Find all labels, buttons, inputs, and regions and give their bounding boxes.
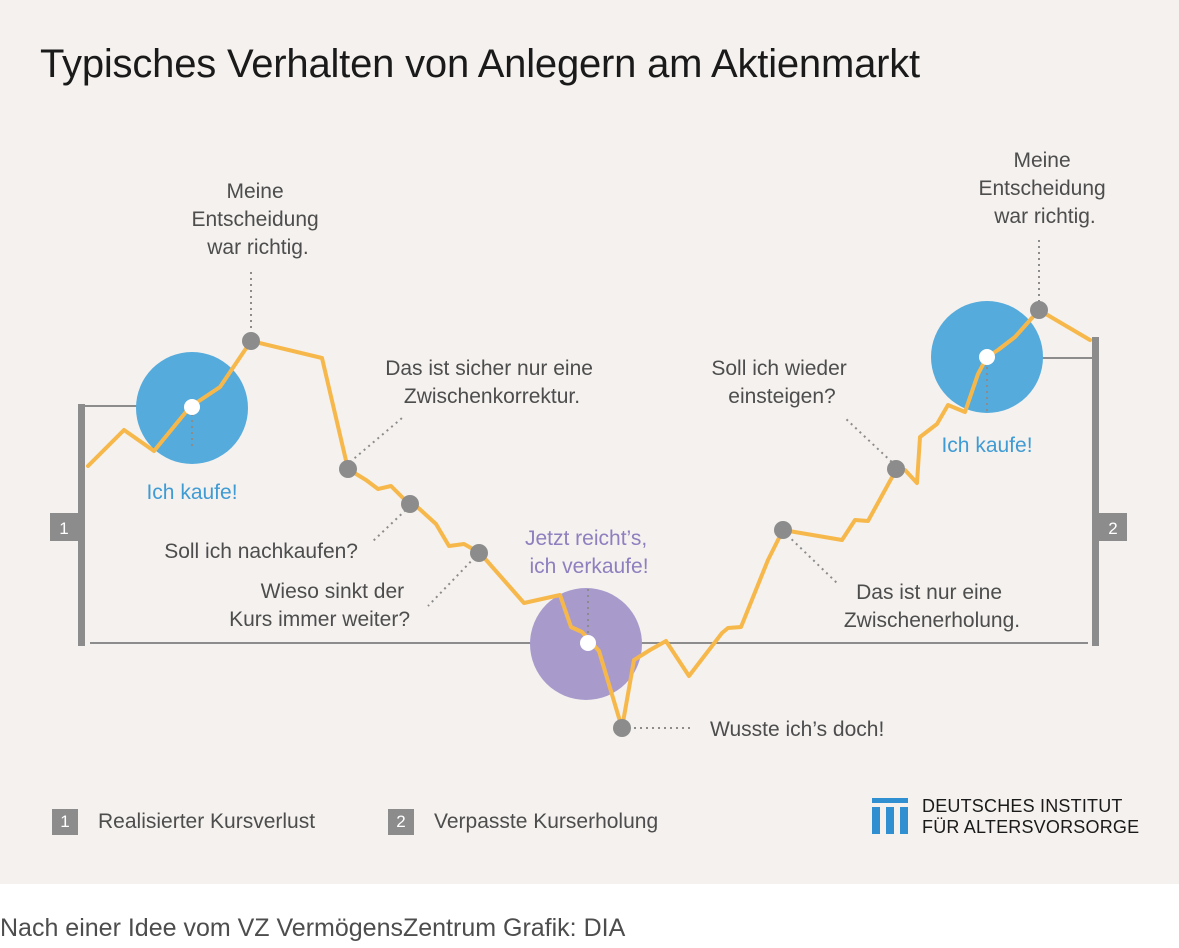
legend-item-realized-loss: 1 Realisierter Kursverlust <box>52 808 315 836</box>
leader-lines <box>191 240 1040 729</box>
source-credit: Nach einer Idee vom VZ VermögensZentrum … <box>0 914 626 942</box>
logo-line-1: DEUTSCHES INSTITUT <box>922 796 1123 816</box>
page-title: Typisches Verhalten von Anlegern am Akti… <box>40 42 920 86</box>
investor-behavior-diagram: 1 2 <box>50 149 1127 741</box>
annotation-zwischenkorrektur: Das ist sicher nur eine Zwischenkorrektu… <box>385 357 599 408</box>
annotation-nachkaufen: Soll ich nachkaufen? <box>164 540 358 563</box>
annotation-ich-kaufe-left: Ich kaufe! <box>146 481 237 504</box>
legend-label-1: Realisierter Kursverlust <box>98 810 316 833</box>
markers <box>242 301 1048 737</box>
legend-item-missed-recovery: 2 Verpasste Kurserholung <box>388 808 658 836</box>
marker-correction <box>339 460 357 478</box>
annotation-ich-kaufe-right: Ich kaufe! <box>941 434 1032 457</box>
annotation-top-left: Meine Entscheidung war richtig. <box>191 180 324 259</box>
marker-peak-right <box>1030 301 1048 319</box>
annotation-zwischenerholung: Das ist nur eine Zwischenerholung. <box>844 581 1020 632</box>
legend-label-2: Verpasste Kurserholung <box>434 810 659 833</box>
dia-logo: DEUTSCHES INSTITUT FÜR ALTERSVORSORGE <box>872 796 1142 840</box>
bracket-right-badge <box>1099 513 1127 541</box>
legend-badge-1: 1 <box>52 809 78 835</box>
logo-line-2: FÜR ALTERSVORSORGE <box>922 817 1140 837</box>
marker-wieso <box>470 544 488 562</box>
marker-nachkaufen <box>401 495 419 513</box>
marker-peak-left <box>242 332 260 350</box>
bracket-realized-loss: 1 <box>50 404 138 646</box>
infographic-panel: Typisches Verhalten von Anlegern am Akti… <box>0 0 1179 884</box>
marker-wieder-einsteigen <box>887 460 905 478</box>
buy-point-left <box>184 399 200 415</box>
buy-point-right <box>979 349 995 365</box>
annotation-top-right: Meine Entscheidung war richtig. <box>978 149 1111 228</box>
sell-point <box>580 635 596 651</box>
bracket-right-number: 2 <box>1108 519 1117 538</box>
marker-bottom <box>613 719 631 737</box>
annotation-wieder-einsteigen: Soll ich wieder einsteigen? <box>711 357 852 408</box>
annotation-wusste: Wusste ich’s doch! <box>710 718 884 741</box>
dia-logo-text: DEUTSCHES INSTITUT FÜR ALTERSVORSORGE <box>922 796 1139 838</box>
bracket-right-bar <box>1092 337 1099 646</box>
bracket-left-bar <box>78 404 85 646</box>
bracket-left-badge <box>50 513 78 541</box>
bracket-left-number: 1 <box>59 519 68 538</box>
price-line <box>86 308 1092 730</box>
action-points <box>184 349 995 651</box>
marker-zwischenerholung <box>774 521 792 539</box>
legend-badge-2: 2 <box>388 809 414 835</box>
bracket-missed-recovery: 2 <box>1040 337 1127 646</box>
annotation-wieso: Wieso sinkt der Kurs immer weiter? <box>229 580 410 631</box>
annotation-jetzt-reichts: Jetzt reicht’s, ich verkaufe! <box>525 527 653 578</box>
dia-logo-icon <box>872 798 908 834</box>
